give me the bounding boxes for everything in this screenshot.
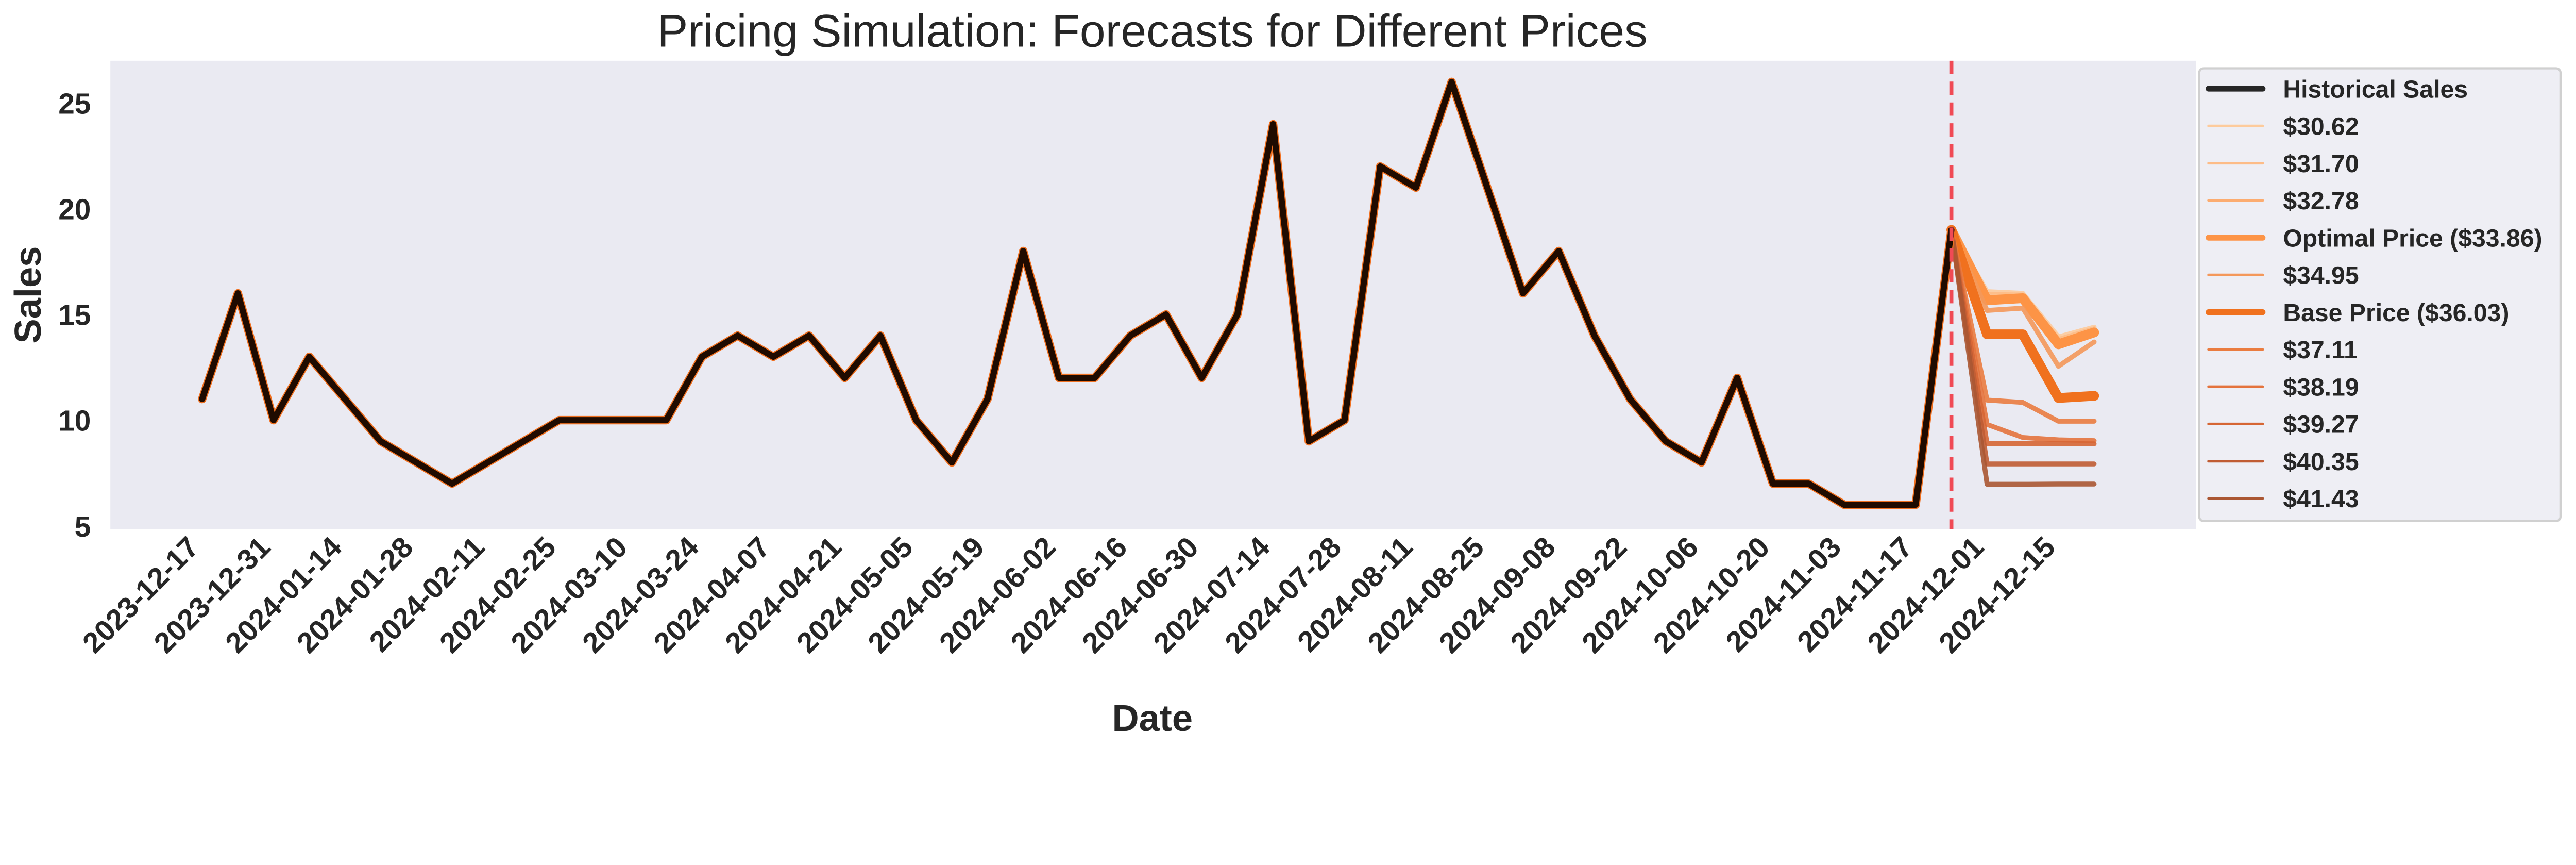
historical-sales-line [199,78,1955,508]
forecast-line-4 [1948,227,2097,369]
y-tick-label: 20 [58,194,91,226]
legend-label: $30.62 [2283,113,2359,141]
y-tick-label: 25 [58,88,91,121]
legend-label: $39.27 [2283,411,2359,439]
legend-label: $32.78 [2283,187,2359,215]
forecast-line-6 [1948,227,2097,424]
legend: Historical Sales $30.62 $31.70 $32.78 Optima… [2198,67,2562,522]
legend-label: $40.35 [2283,448,2359,476]
legend-label: Optimal Price ($33.86) [2283,224,2542,252]
x-tick-labels: 2023-12-172023-12-312024-01-142024-01-28… [77,530,2062,659]
x-axis-label: Date [1112,698,1193,739]
legend-label: $41.43 [2283,485,2359,513]
plot-area [110,60,2196,529]
y-axis-label: Sales [8,246,49,344]
series-layer [198,60,2099,529]
pricing-chart: 2023-12-172023-12-312024-01-142024-01-28… [8,5,2562,739]
y-tick-label: 10 [58,405,91,438]
legend-label: Base Price ($36.03) [2283,299,2509,327]
forecast-line-3 [1946,225,2099,350]
chart-title: Pricing Simulation: Forecasts for Differ… [657,5,1648,56]
legend-label: $34.95 [2283,262,2359,290]
y-tick-labels: 5 10 15 20 25 [58,88,91,543]
legend-label: $38.19 [2283,373,2359,401]
y-tick-label: 15 [58,300,91,332]
legend-label: Historical Sales [2283,75,2468,103]
legend-label: $37.11 [2283,336,2358,364]
forecast-line-10 [1948,227,2097,487]
legend-label: $31.70 [2283,150,2359,178]
legend-box [2198,67,2562,522]
forecast-line-5 [1946,225,2099,403]
y-tick-label: 5 [75,511,91,543]
